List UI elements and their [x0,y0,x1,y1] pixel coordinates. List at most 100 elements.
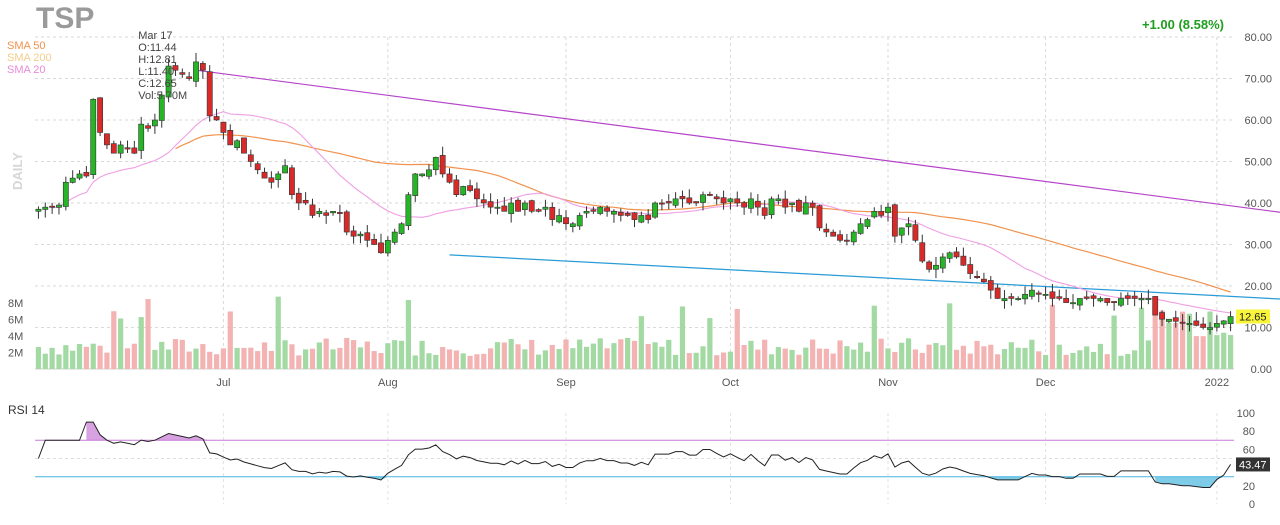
candle-body [830,231,837,237]
candle-body [426,169,432,177]
volume-bar [1166,322,1172,369]
candle-body [1200,323,1207,328]
volume-bar [364,341,370,369]
volume-bar [1227,335,1234,369]
last-price-badge [1236,309,1270,324]
candle-body [275,173,282,180]
candle-body [364,232,371,241]
volume-bar [440,347,446,369]
volume-bar [371,351,377,369]
volume-bar [995,354,1001,369]
candle-body [905,223,912,228]
candle-body [56,204,62,208]
rsi-panel: 10080604020043.47 [35,408,1270,511]
volume-bar [864,351,871,369]
candle-body [391,231,398,243]
candle-body [83,172,90,177]
volume-bar [261,342,268,369]
volume-bar [816,348,823,369]
candle-body [1097,298,1104,302]
volume-bar [90,343,96,369]
quote-high: H:12.81 [138,54,177,66]
date-tick-label: Jul [216,377,230,389]
volume-bar [241,347,247,369]
candle-body [145,125,151,129]
candle-body [501,205,508,212]
candle-body [1063,298,1070,303]
rsi-line [37,421,1232,488]
candle-body [816,205,823,229]
candle-body [734,198,741,204]
candle-body [843,239,850,242]
candle-body [220,121,227,133]
volume-bar [631,340,638,369]
volume-bar [1022,347,1028,369]
candle-body [138,123,145,151]
volume-bar [275,296,281,369]
volume-bar [1207,311,1213,369]
candle-body [165,65,172,98]
volume-bar [768,354,775,369]
candle-body [974,275,980,279]
volume-bar [693,352,699,369]
candle-body [439,155,446,175]
candle-body [638,215,645,223]
volume-bar [967,353,973,369]
rsi-value-badge [1236,457,1270,472]
volume-bar [1193,336,1199,369]
candle-body [1166,318,1172,322]
candle-body [1076,298,1083,306]
volume-bar [248,347,254,369]
trendlines [195,69,1280,300]
candle-body [158,94,165,121]
volume-bar [529,339,535,369]
volume-bar [988,344,994,369]
volume-bar [535,354,542,369]
volume-bar [104,352,110,369]
rsi-tick-label: 20 [1243,481,1255,493]
candle-body [775,198,782,202]
volume-bar [227,311,233,369]
volume-bar [625,337,631,369]
support-trendline [449,254,1280,300]
rsi-tick-label: 80 [1243,426,1255,438]
candle-body [782,198,789,208]
volume-bar [960,345,966,369]
volume-bar [844,346,850,369]
candle-body [1056,296,1063,299]
volume-bar [857,342,864,369]
candle-body [49,205,56,208]
volume-bar [673,354,679,369]
candle-body [241,137,247,154]
volume-bar [63,345,69,369]
candle-body [981,278,987,283]
candle-body [1070,302,1076,305]
volume-bar [1056,344,1062,369]
volume-bar [296,355,302,369]
price-tick-label: 40.00 [1244,198,1272,210]
volume-bar [1173,322,1179,369]
candle-body [549,207,556,220]
volume-bar [796,354,802,369]
legend-sma50: SMA 50 [7,40,46,52]
candle-body [515,199,521,212]
volume-bar [255,351,261,369]
candle-body [802,202,809,215]
volume-bar [590,343,596,369]
candle-body [405,194,412,226]
candle-body [645,214,652,220]
volume-bar [1152,304,1158,369]
volume-bar [912,349,919,369]
candle-body [206,71,213,117]
volume-bar [508,339,514,369]
volume-bar [1063,354,1069,369]
volume-bar [604,348,610,369]
volume-bar [268,350,274,369]
candle-body [357,233,364,237]
volume-bar [926,344,932,369]
volume-bar [213,354,220,369]
volume-bar [851,349,857,369]
rsi-title: RSI 14 [8,403,45,417]
